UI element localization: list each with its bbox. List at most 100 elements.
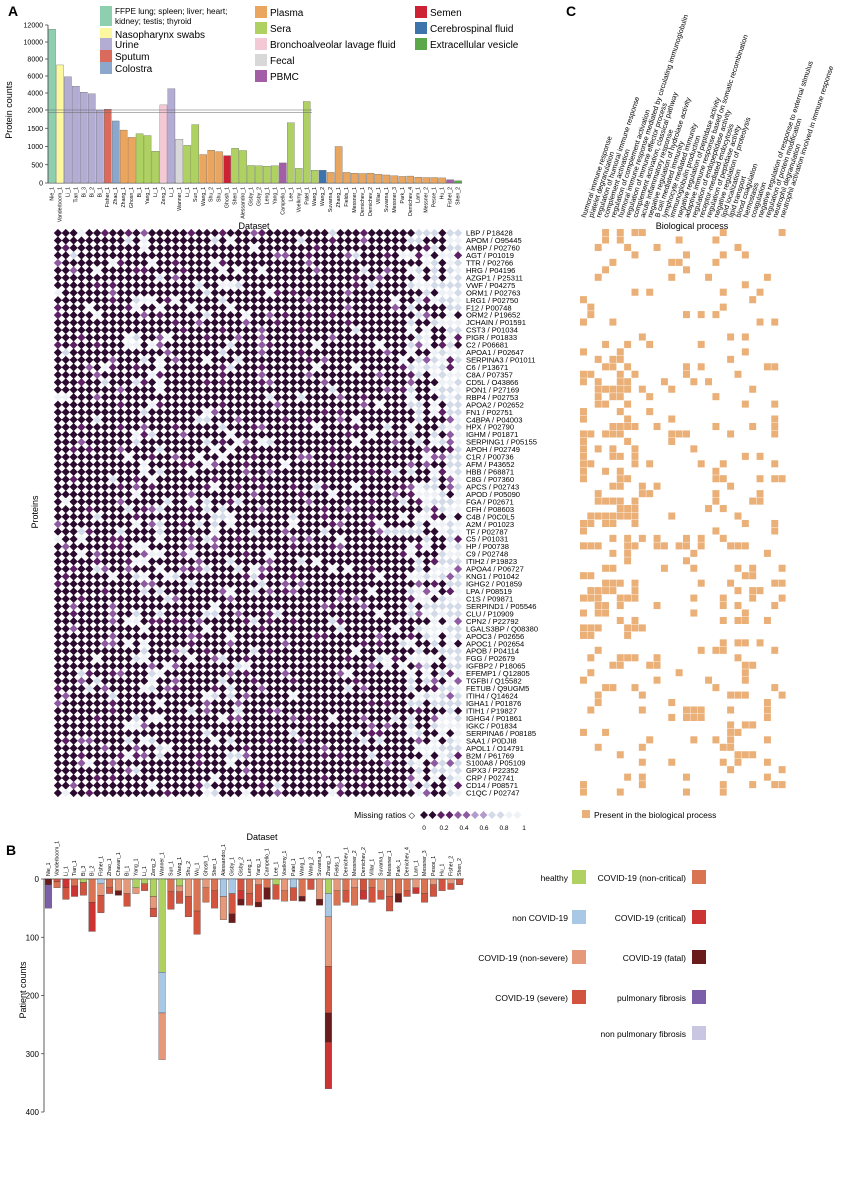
heat-diamond [344,587,353,596]
heat-diamond [218,505,227,514]
heat-diamond [108,736,117,745]
heat-diamond [438,579,447,589]
heat-diamond [249,691,259,701]
heat-diamond [446,759,455,768]
heat-diamond [187,684,196,693]
heat-diamond [312,243,321,253]
heat-diamond [430,296,439,305]
process-cell [609,318,617,326]
heat-diamond [281,273,290,282]
heat-diamond [108,557,117,566]
heat-diamond [124,684,133,693]
heat-diamond [85,340,94,350]
heat-diamond [218,303,227,312]
heat-diamond [210,669,219,678]
heat-diamond [328,744,337,753]
heat-diamond [210,437,219,447]
heat-diamond [265,325,274,335]
heat-diamond [406,572,416,581]
heat-diamond [249,759,259,768]
b-bar-segment [149,896,157,909]
process-cell [631,519,639,528]
process-cell [741,609,749,617]
heat-diamond [171,497,180,506]
heat-diamond [234,385,243,394]
process-cell [631,452,639,460]
heat-diamond [155,281,165,290]
process-cell [697,706,705,714]
heat-diamond [336,236,345,245]
heat-diamond [446,490,455,499]
heat-diamond [430,788,439,798]
heat-diamond [430,549,439,559]
heat-diamond [430,497,439,506]
heat-diamond [289,318,298,327]
heat-diamond [202,497,212,506]
heat-diamond [163,296,172,305]
heat-diamond [195,251,204,260]
heat-diamond [171,266,180,275]
heat-diamond [226,355,235,365]
heat-diamond [312,691,321,701]
heat-diamond [155,549,165,559]
heat-diamond [257,452,267,462]
heat-diamond [53,497,63,506]
heat-diamond [69,542,78,551]
heat-diamond [234,243,243,253]
heat-diamond [187,736,196,745]
a-x-tick-label: Voelkmy_1 [296,187,302,212]
heat-diamond [61,370,70,379]
heat-diamond [163,467,172,477]
heat-diamond [242,624,251,633]
process-cell [602,236,610,244]
heat-diamond [242,325,251,335]
a-y-tick-label: 4000 [27,91,43,98]
heat-diamond [265,744,274,753]
heat-diamond [414,736,423,745]
heat-diamond [226,333,235,342]
heat-diamond [108,497,117,506]
heat-diamond [414,408,423,417]
heat-diamond [281,355,290,365]
heat-diamond [430,766,439,775]
heat-diamond [234,542,243,551]
heat-diamond [430,325,439,335]
heat-diamond [391,676,400,686]
heat-diamond [163,437,172,447]
heat-diamond [147,676,157,686]
heat-diamond [155,251,165,260]
protein-label: APOA4 / P06727 [466,565,524,574]
heat-diamond [147,318,157,327]
heat-diamond [289,579,298,589]
heat-diamond [312,475,321,484]
heat-diamond [265,661,274,671]
heat-diamond [257,654,267,663]
heat-diamond [132,385,141,394]
heat-diamond [242,654,251,663]
process-cell [609,587,617,595]
heat-diamond [140,497,149,506]
b-bar-segment [281,890,289,902]
process-cell [690,609,698,617]
heat-diamond [359,385,369,394]
process-cell [609,385,617,393]
heat-diamond [108,549,117,559]
heat-diamond [297,535,306,544]
process-cell [719,288,727,296]
heat-diamond [116,736,125,745]
heat-diamond [422,669,431,678]
heat-diamond [453,236,463,245]
heat-diamond [85,415,94,424]
heat-diamond [399,333,408,342]
heat-diamond [304,729,314,738]
heat-diamond [100,325,110,335]
heat-diamond [132,251,141,260]
heat-diamond [265,759,274,768]
heat-diamond [257,445,267,454]
legend-diamond [513,811,522,819]
heat-diamond [226,505,235,514]
heat-diamond [414,639,423,648]
heat-diamond [446,639,455,648]
b-bar-segment [88,902,96,932]
legend-tick: 0.4 [459,825,468,832]
